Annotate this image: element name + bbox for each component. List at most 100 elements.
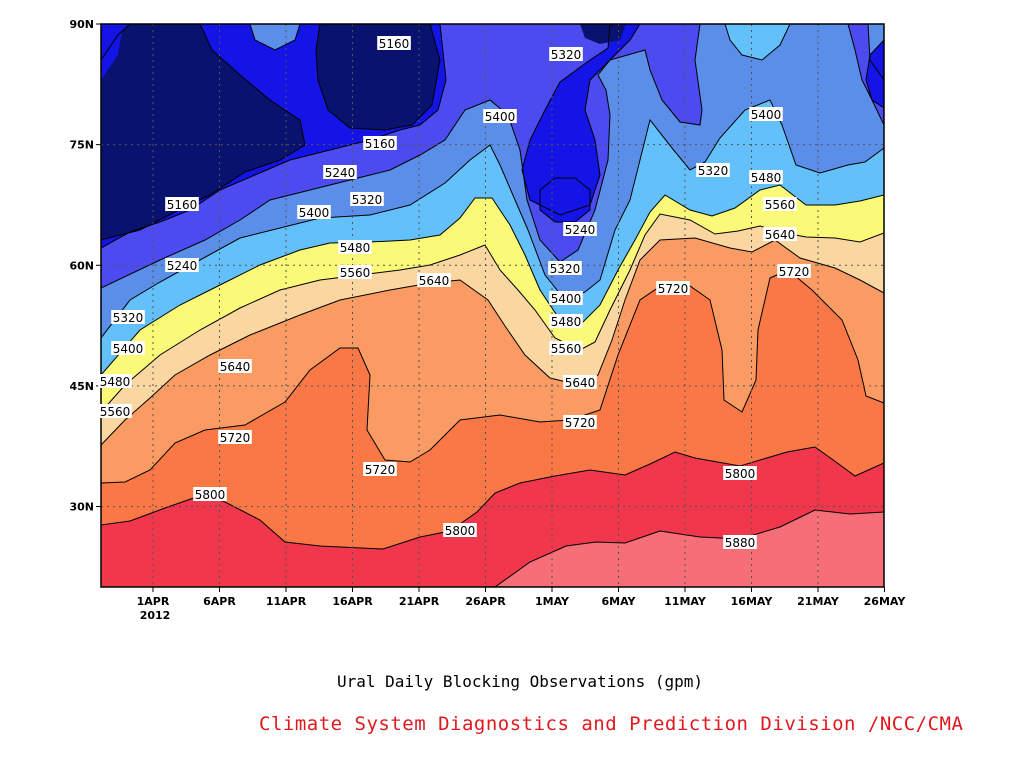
contour-label: 5560 xyxy=(549,341,583,356)
contour-label: 5400 xyxy=(297,205,331,220)
x-tick-label: 16MAY xyxy=(731,595,774,608)
contour-label: 5400 xyxy=(549,291,583,306)
x-tick-label: 21APR xyxy=(399,595,440,608)
contour-label: 5640 xyxy=(763,227,797,242)
contour-label: 5400 xyxy=(111,341,145,356)
contour-field xyxy=(101,24,884,587)
contour-label: 5400 xyxy=(483,109,517,124)
svg-text:5720: 5720 xyxy=(220,431,251,445)
blob-5160-east xyxy=(866,40,884,108)
x-tick-label: 26APR xyxy=(465,595,506,608)
band-5160-5240 xyxy=(101,24,884,248)
svg-text:5640: 5640 xyxy=(419,274,450,288)
contour-label: 5640 xyxy=(218,359,252,374)
svg-text:5640: 5640 xyxy=(565,376,596,390)
contour-label: 5320 xyxy=(696,163,730,178)
svg-text:5400: 5400 xyxy=(113,342,144,356)
x-tick-label: 16APR xyxy=(332,595,373,608)
svg-text:5160: 5160 xyxy=(167,198,198,212)
y-tick-label: 75N xyxy=(69,139,94,152)
svg-text:5480: 5480 xyxy=(751,171,782,185)
contour-label: 5320 xyxy=(549,47,583,62)
x-tick-label: 11MAY xyxy=(664,595,707,608)
x-tick-label: 21MAY xyxy=(797,595,840,608)
x-year-label: 2012 xyxy=(140,609,171,622)
y-axis: 90N 75N 60N 45N 30N xyxy=(69,18,101,514)
contour-label: 5480 xyxy=(549,314,583,329)
x-tick-label: 26MAY xyxy=(864,595,907,608)
contour-label: 5400 xyxy=(749,107,783,122)
x-tick-label: 11APR xyxy=(266,595,307,608)
svg-text:5320: 5320 xyxy=(352,193,383,207)
svg-text:5320: 5320 xyxy=(698,164,729,178)
svg-text:5320: 5320 xyxy=(113,311,144,325)
contour-label: 5320 xyxy=(111,310,145,325)
svg-text:5720: 5720 xyxy=(779,265,810,279)
svg-text:5800: 5800 xyxy=(195,488,226,502)
contour-label: 5240 xyxy=(323,165,357,180)
svg-text:5400: 5400 xyxy=(299,206,330,220)
contour-label: 5160 xyxy=(377,36,411,51)
band-below-5160-north xyxy=(316,24,440,130)
contour-label: 5720 xyxy=(218,430,252,445)
contour-label: 5320 xyxy=(548,261,582,276)
contour-label: 5240 xyxy=(563,222,597,237)
svg-text:5160: 5160 xyxy=(365,137,396,151)
svg-text:5560: 5560 xyxy=(765,198,796,212)
svg-text:5400: 5400 xyxy=(485,110,516,124)
svg-text:5800: 5800 xyxy=(725,467,756,481)
contour-label: 5160 xyxy=(165,197,199,212)
svg-text:5480: 5480 xyxy=(340,241,371,255)
y-tick-label: 30N xyxy=(69,501,94,514)
chart-caption: Ural Daily Blocking Observations (gpm) xyxy=(336,672,704,691)
contour-label: 5240 xyxy=(165,258,199,273)
contour-label: 5560 xyxy=(763,197,797,212)
svg-text:5480: 5480 xyxy=(100,375,131,389)
svg-text:5800: 5800 xyxy=(445,524,476,538)
contour-label: 5480 xyxy=(338,240,372,255)
svg-text:5160: 5160 xyxy=(379,37,410,51)
svg-text:5560: 5560 xyxy=(551,342,582,356)
svg-text:5880: 5880 xyxy=(725,536,756,550)
svg-text:5640: 5640 xyxy=(765,228,796,242)
svg-text:5400: 5400 xyxy=(751,108,782,122)
svg-text:5320: 5320 xyxy=(550,262,581,276)
svg-text:5240: 5240 xyxy=(325,166,356,180)
contour-label: 5880 xyxy=(723,535,757,550)
y-tick-label: 90N xyxy=(69,18,94,31)
contour-label: 5800 xyxy=(723,466,757,481)
contour-label: 5720 xyxy=(563,415,597,430)
contour-label: 5640 xyxy=(417,273,451,288)
contour-label: 5480 xyxy=(98,374,132,389)
x-tick-label: 6APR xyxy=(203,595,236,608)
contour-label: 5720 xyxy=(656,281,690,296)
contour-label: 5640 xyxy=(563,375,597,390)
svg-text:5480: 5480 xyxy=(551,315,582,329)
svg-text:5720: 5720 xyxy=(658,282,689,296)
contour-label: 5480 xyxy=(749,170,783,185)
svg-text:5720: 5720 xyxy=(565,416,596,430)
x-axis: 1APR 6APR 11APR 16APR 21APR 26APR 1MAY 6MAY 11MA… xyxy=(137,587,907,608)
contour-label: 5160 xyxy=(363,136,397,151)
x-tick-label: 1APR xyxy=(137,595,170,608)
svg-text:5560: 5560 xyxy=(340,266,371,280)
contour-label: 5800 xyxy=(443,523,477,538)
band-below-5160 xyxy=(101,24,305,240)
svg-text:5640: 5640 xyxy=(220,360,251,374)
contour-label: 5560 xyxy=(98,404,132,419)
svg-text:5240: 5240 xyxy=(565,223,596,237)
y-tick-label: 45N xyxy=(69,380,94,393)
band-below-5160-far-north xyxy=(580,24,626,44)
contour-labels: 5160 5160 5160 5240 5240 5240 5320 5320 5320 5320… xyxy=(98,36,811,550)
svg-text:5720: 5720 xyxy=(365,463,396,477)
credit-line: Climate System Diagnostics and Predictio… xyxy=(259,713,964,735)
band-5800-5880 xyxy=(101,24,884,587)
plot-frame xyxy=(100,23,885,588)
blob-5160-west xyxy=(101,30,122,80)
svg-text:5560: 5560 xyxy=(100,405,131,419)
svg-text:5400: 5400 xyxy=(551,292,582,306)
contour-label: 5800 xyxy=(193,487,227,502)
x-tick-label: 6MAY xyxy=(601,595,636,608)
svg-text:5320: 5320 xyxy=(551,48,582,62)
